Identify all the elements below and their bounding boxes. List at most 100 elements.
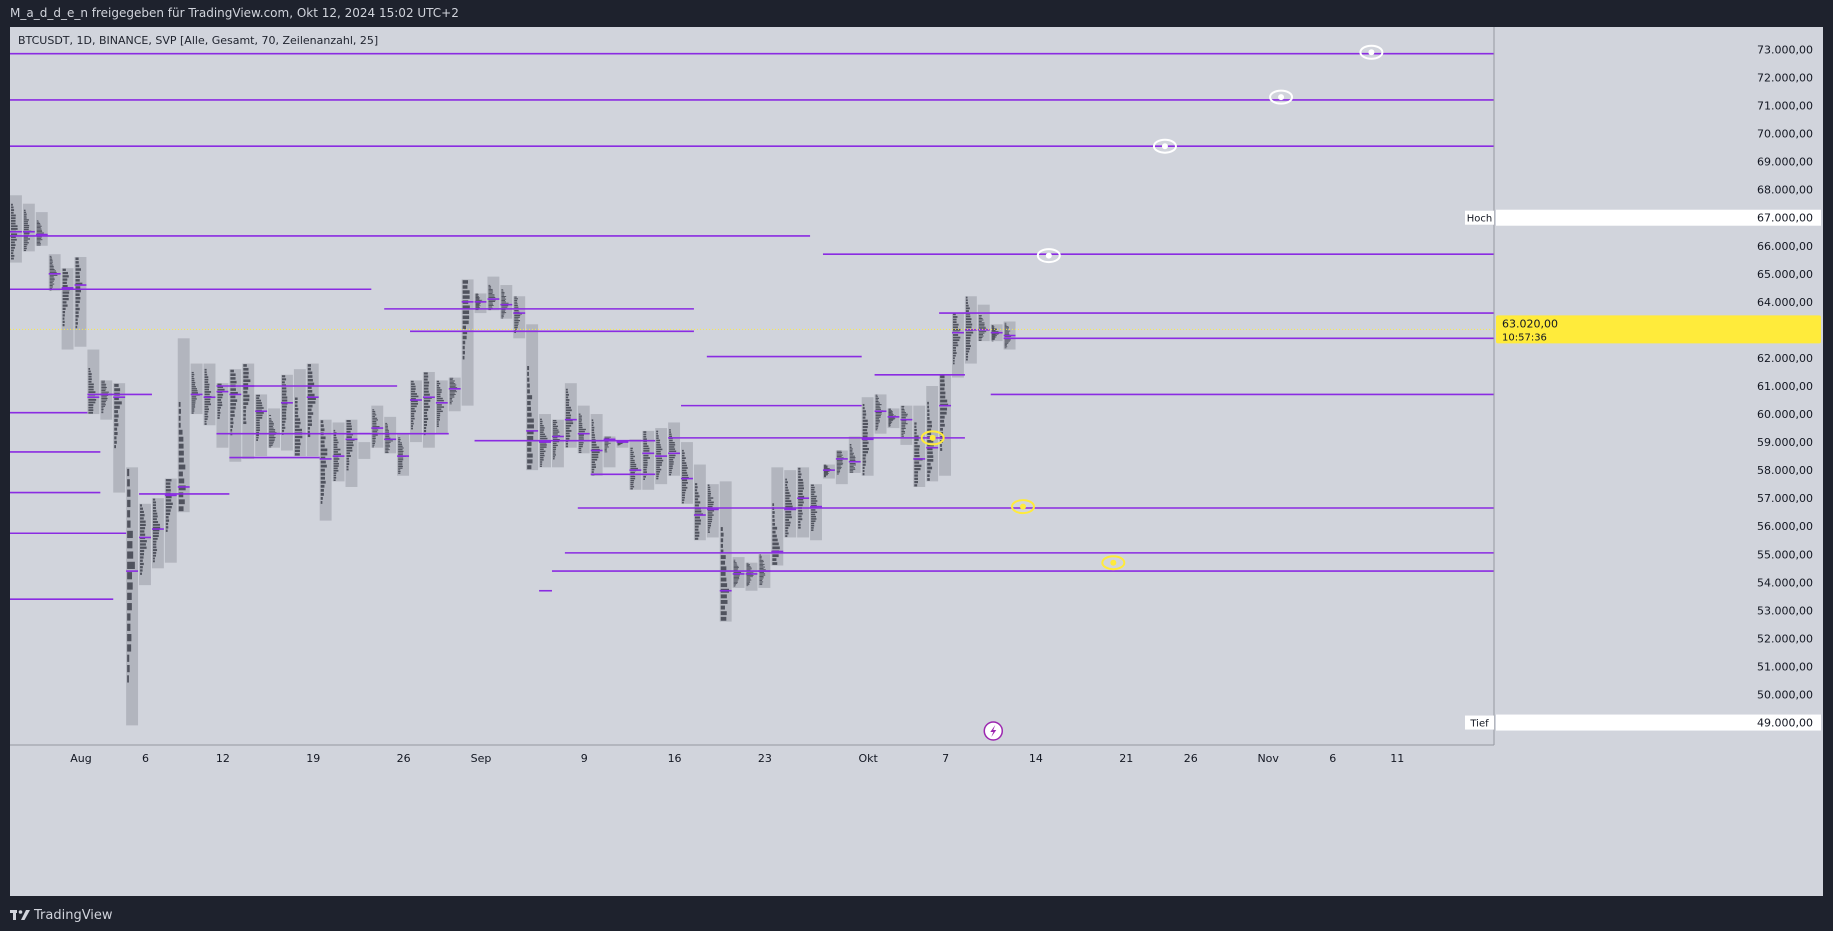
profile-bar <box>204 405 209 408</box>
profile-box[interactable] <box>422 371 435 448</box>
profile-bar <box>707 531 710 533</box>
profile-box[interactable] <box>397 433 410 476</box>
profile-bar <box>333 477 337 479</box>
profile-box[interactable] <box>268 408 280 448</box>
profile-box[interactable] <box>358 442 371 459</box>
profile-bar <box>398 442 402 444</box>
profile-box[interactable] <box>642 430 655 490</box>
eye-icon[interactable] <box>1152 138 1177 154</box>
window-caption: M_a_d_d_e_n freigegeben für TradingView.… <box>10 6 459 20</box>
profile-bar <box>927 466 933 470</box>
profile-box[interactable] <box>526 324 539 471</box>
profile-box[interactable] <box>616 442 629 448</box>
lightning-icon[interactable] <box>983 721 1004 741</box>
profile-box[interactable] <box>603 436 616 468</box>
profile-bar <box>875 411 882 414</box>
profile-box[interactable] <box>87 349 100 415</box>
profile-box[interactable] <box>164 478 177 563</box>
profile-bar <box>11 211 14 214</box>
profile-bar <box>269 422 274 424</box>
eye-icon[interactable] <box>1359 44 1384 60</box>
profile-bar <box>978 334 984 336</box>
chart-legend[interactable]: BTCUSDT, 1D, BINANCE, SVP [Alle, Gesamt,… <box>18 34 379 47</box>
profile-box[interactable] <box>771 467 784 566</box>
profile-box[interactable] <box>551 419 564 468</box>
profile-box[interactable] <box>177 338 190 513</box>
chart-area[interactable]: 49.000,0050.000,0051.000,0052.000,0053.0… <box>10 27 1823 896</box>
eye-icon[interactable] <box>1036 248 1061 264</box>
profile-box[interactable] <box>500 285 513 319</box>
profile-box[interactable] <box>332 422 345 482</box>
profile-bar <box>36 229 42 231</box>
eye-icon[interactable] <box>920 430 945 446</box>
profile-bar <box>630 447 633 450</box>
profile-bar <box>62 275 69 278</box>
profile-bar <box>346 455 351 457</box>
price-axis[interactable] <box>1494 27 1823 896</box>
profile-box[interactable] <box>35 212 48 246</box>
profile-bar <box>475 306 480 308</box>
profile-box[interactable] <box>835 450 848 485</box>
profile-bar <box>565 435 571 437</box>
eye-icon[interactable] <box>1269 89 1294 105</box>
profile-box[interactable] <box>242 363 255 459</box>
profile-bar <box>449 381 454 383</box>
profile-bar <box>243 364 247 367</box>
eye-icon[interactable] <box>1101 555 1126 571</box>
profile-bar <box>604 447 608 449</box>
profile-bar <box>901 420 907 422</box>
profile-box[interactable] <box>461 279 474 406</box>
profile-box[interactable] <box>280 374 293 451</box>
profile-bar <box>281 399 288 402</box>
profile-box[interactable] <box>229 369 242 462</box>
chart-canvas[interactable]: 49.000,0050.000,0051.000,0052.000,0053.0… <box>10 27 1823 896</box>
profile-box[interactable] <box>293 369 306 457</box>
profile-bar <box>294 400 298 404</box>
profile-bar <box>449 389 457 391</box>
profile-box[interactable] <box>590 414 603 476</box>
profile-box[interactable] <box>384 416 397 454</box>
profile-bar <box>591 421 594 424</box>
profile-box[interactable] <box>255 394 268 457</box>
profile-box[interactable] <box>345 419 358 487</box>
profile-bar <box>720 594 727 599</box>
footer-brand[interactable]: TradingView <box>10 904 113 926</box>
profile-box[interactable] <box>861 397 874 476</box>
profile-bar <box>333 458 340 460</box>
profile-box[interactable] <box>319 419 332 521</box>
profile-bar <box>527 412 532 417</box>
profile-bar <box>965 337 971 339</box>
profile-box[interactable] <box>900 405 913 445</box>
profile-bar <box>398 465 403 468</box>
profile-box[interactable] <box>410 380 422 443</box>
profile-box[interactable] <box>926 386 939 482</box>
profile-box[interactable] <box>74 256 87 347</box>
profile-bar <box>682 464 687 467</box>
profile-bar <box>540 418 542 421</box>
profile-box[interactable] <box>719 481 732 622</box>
profile-bar <box>630 475 636 478</box>
profile-bar <box>501 297 506 299</box>
profile-box[interactable] <box>216 383 229 448</box>
profile-bar <box>101 401 106 403</box>
profile-bar <box>669 429 671 431</box>
profile-bar <box>914 467 921 471</box>
profile-bar <box>604 445 609 447</box>
profile-bar <box>965 355 969 358</box>
profile-bar <box>23 217 27 219</box>
profile-box[interactable] <box>939 374 952 476</box>
profile-bar <box>798 512 803 515</box>
profile-box[interactable] <box>487 276 500 311</box>
profile-bar <box>682 481 688 484</box>
current-price-badge[interactable] <box>1496 315 1821 344</box>
profile-bar <box>217 396 223 399</box>
profile-bar <box>11 236 16 238</box>
profile-box[interactable] <box>848 436 861 473</box>
profile-box[interactable] <box>126 467 139 726</box>
profile-box[interactable] <box>306 363 319 457</box>
eye-icon[interactable] <box>1010 499 1035 515</box>
eye-pupil <box>1045 252 1052 259</box>
profile-bar <box>294 449 300 453</box>
profile-box[interactable] <box>113 383 126 493</box>
profile-box[interactable] <box>61 268 74 350</box>
